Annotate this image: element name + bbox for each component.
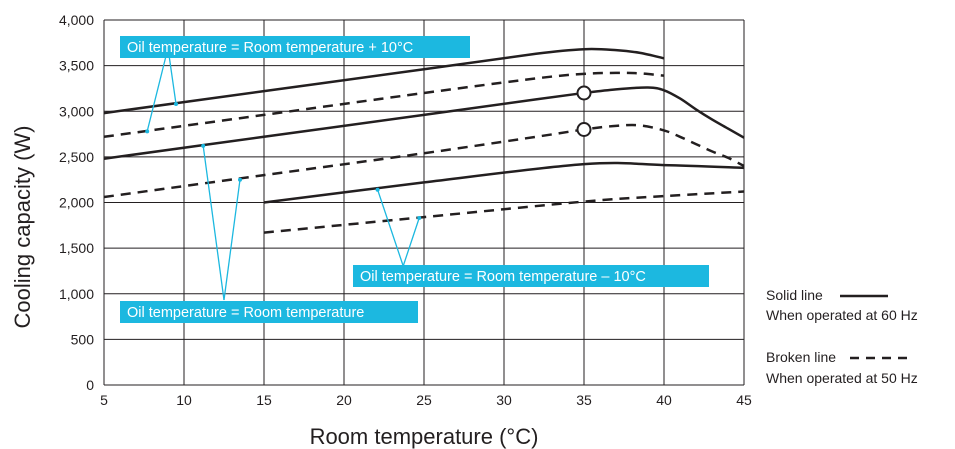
x-tick-label: 30 [496,392,512,408]
axis-ticks: 0 500 1,000 1,500 2,000 2,500 3,000 3,500 4,000 5… [59,12,752,408]
y-axis-title: Cooling capacity (W) [10,126,35,329]
callout-minus-10-box [353,265,709,287]
legend-solid-label: Solid line [766,287,823,303]
broken-series-line [103,123,745,199]
callout-leader-line [223,179,241,301]
callout-equal-box [120,301,418,323]
y-tick-label: 0 [86,377,94,393]
callout-minus-10-text: Oil temperature = Room temperature – 10°… [360,269,646,285]
x-tick-label: 45 [736,392,752,408]
callout-leader-dot [201,143,206,148]
callout-plus-10-box [120,36,470,58]
series-lines [103,47,745,234]
callout-leader-dot [145,129,150,134]
y-tick-label: 2,000 [59,195,94,211]
x-tick-label: 10 [176,392,192,408]
callout-leader-dot [417,216,422,221]
x-tick-label: 5 [100,392,108,408]
legend-broken-label: Broken line [766,349,836,365]
x-tick-label: 20 [336,392,352,408]
y-tick-label: 2,500 [59,149,94,165]
highlight-marker [576,122,592,137]
legend-solid-desc: When operated at 60 Hz [766,307,918,323]
y-tick-label: 3,000 [59,103,94,119]
broken-series-line [263,190,745,234]
broken-series-line [103,71,665,139]
y-tick-label: 1,000 [59,286,94,302]
callout-leader-dot [174,101,178,106]
legend: Solid line When operated at 60 Hz Broken… [766,287,918,386]
x-tick-label: 35 [576,392,592,408]
y-tick-label: 1,500 [59,240,94,256]
y-tick-label: 4,000 [59,12,94,28]
solid-series-line [103,47,665,115]
highlight-markers [576,85,592,137]
legend-broken-desc: When operated at 50 Hz [766,370,918,386]
callout-leader-line [402,217,420,267]
callout-leader-line [146,47,169,132]
callout-labels: Oil temperature = Room temperature + 10°… [120,36,709,323]
solid-series-line [103,86,745,160]
callout-plus-10-text: Oil temperature = Room temperature + 10°… [127,40,413,56]
x-axis-title: Room temperature (°C) [310,424,539,449]
callout-equal-text: Oil temperature = Room temperature [127,305,364,321]
grid [103,19,745,386]
x-tick-label: 40 [656,392,672,408]
callout-leader-dot [238,177,242,182]
x-tick-label: 15 [256,392,272,408]
solid-series-line [263,161,745,204]
callout-leader-line [202,145,225,301]
y-tick-label: 3,500 [59,58,94,74]
highlight-marker [576,85,592,101]
x-tick-label: 25 [416,392,432,408]
callout-leader-lines [145,47,422,301]
callout-leader-line [376,189,404,267]
callout-leader-dot [375,187,380,192]
y-tick-label: 500 [71,331,95,347]
